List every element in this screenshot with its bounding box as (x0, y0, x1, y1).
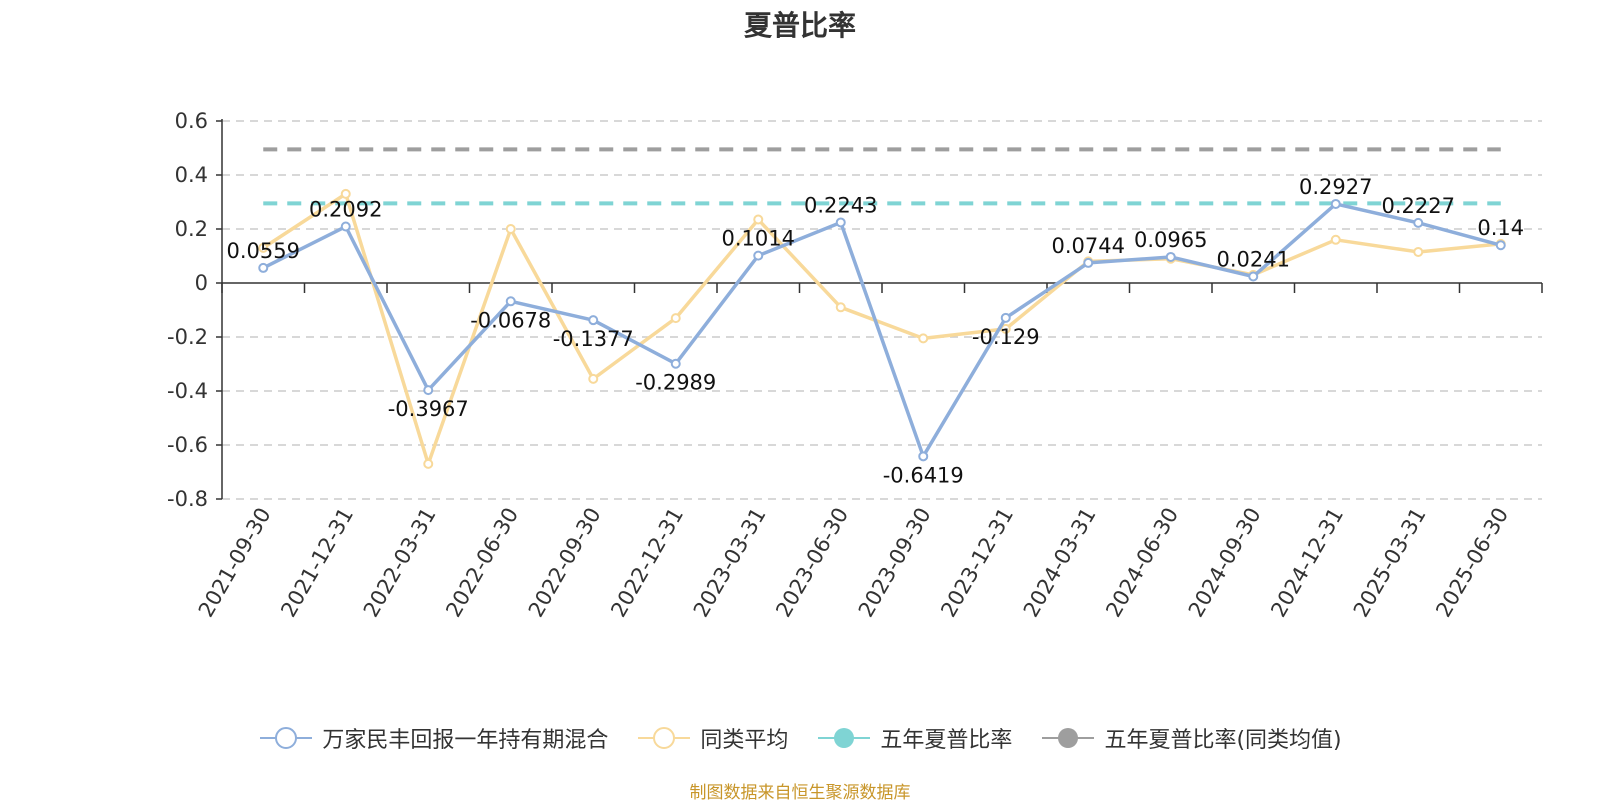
data-label: 0.2927 (1299, 175, 1372, 199)
data-point (1248, 271, 1259, 282)
x-tick-label: 2024-09-30 (1184, 504, 1266, 622)
x-tick-label: 2021-09-30 (194, 504, 276, 622)
data-point (1495, 240, 1506, 251)
data-label: -0.2989 (635, 371, 716, 395)
data-point (1083, 257, 1094, 268)
data-point (918, 451, 929, 462)
legend-line-dot-icon (818, 728, 871, 748)
data-label: -0.6419 (883, 463, 964, 487)
x-tick-label: 2023-06-30 (771, 504, 853, 622)
data-point (340, 221, 351, 232)
y-tick-label: 0.2 (175, 217, 208, 241)
data-labels: 0.0559 0.2092 -0.3967 -0.0678-0.1377-0.2989… (227, 175, 1525, 487)
legend-item-peer-average[interactable]: 同类平均 (636, 722, 788, 754)
data-point (1413, 246, 1424, 257)
data-point (1330, 198, 1341, 209)
legend-label-fund: 万家民丰回报一年持有期混合 (322, 728, 609, 753)
data-label: 0.0965 (1134, 228, 1207, 252)
data-label: 0.0744 (1052, 234, 1125, 258)
data-point (1413, 217, 1424, 228)
legend-label-five-year-sharpe-peer: 五年夏普比率(同类均值) (1104, 728, 1342, 753)
data-point (670, 313, 681, 324)
data-label: 0.2243 (804, 193, 877, 217)
data-label: -0.1377 (553, 327, 634, 351)
x-tick-label: 2022-09-30 (524, 504, 606, 622)
legend-item-fund[interactable]: 万家民丰回报一年持有期混合 (258, 722, 608, 754)
y-tick-label: -0.2 (167, 325, 208, 349)
data-point (753, 250, 764, 261)
x-tick-label: 2022-03-31 (359, 504, 441, 622)
legend-item-five-year-sharpe-peer[interactable]: 五年夏普比率(同类均值) (1040, 722, 1342, 754)
data-label: 0.0241 (1217, 247, 1290, 271)
data-point (1165, 251, 1176, 262)
x-tick-label: 2025-06-30 (1431, 504, 1513, 622)
data-label: 0.2227 (1382, 194, 1455, 218)
data-point (1330, 234, 1341, 245)
y-tick-label: 0.4 (175, 163, 208, 187)
data-point (918, 333, 929, 344)
data-point (588, 373, 599, 384)
data-point (505, 224, 516, 234)
data-point (1000, 323, 1011, 334)
x-tick-label: 2022-06-30 (441, 504, 523, 622)
data-point (1000, 312, 1011, 323)
x-tick-label: 2023-09-30 (854, 504, 936, 622)
data-label: 0.14 (1477, 216, 1524, 240)
x-tick-label: 2023-03-31 (689, 504, 771, 622)
data-point (835, 217, 846, 228)
data-point (505, 296, 516, 307)
x-tick-label: 2022-12-31 (606, 504, 688, 622)
data-point (588, 315, 599, 326)
data-point (423, 458, 434, 469)
legend-line-dot-icon (1042, 728, 1095, 748)
legend-line-circle-icon (260, 727, 313, 749)
data-point (670, 358, 681, 369)
y-tick-label: -0.4 (167, 379, 208, 403)
data-point (258, 262, 269, 273)
data-point (423, 385, 434, 396)
series-line (262, 202, 1502, 459)
series-lines (258, 188, 1506, 469)
y-tick-label: 0 (195, 271, 208, 295)
x-tick-label: 2021-12-31 (276, 504, 358, 622)
data-label: -0.3967 (388, 397, 469, 421)
x-tick-label: 2024-12-31 (1266, 504, 1348, 622)
x-tick-label: 2024-06-30 (1101, 504, 1183, 622)
data-point (835, 302, 846, 313)
data-point (753, 214, 764, 225)
y-tick-label: -0.6 (167, 433, 208, 457)
data-label: -0.129 (972, 325, 1040, 349)
data-source-note: 制图数据来自恒生聚源数据库 (689, 783, 911, 803)
y-tick-label: 0.6 (175, 109, 208, 133)
data-label: 0.2092 (309, 198, 382, 222)
legend: 万家民丰回报一年持有期混合 同类平均 五年夏普比率 五年夏普比率(同类均值) (0, 722, 1600, 754)
series-line (262, 192, 1501, 466)
data-point (258, 242, 269, 253)
legend-line-circle-icon (638, 727, 691, 749)
x-tick-label: 2024-03-31 (1019, 504, 1101, 622)
chart-title: 夏普比率 (743, 9, 856, 42)
x-tick-label: 2023-12-31 (936, 504, 1018, 622)
data-label: -0.0678 (470, 308, 551, 332)
x-tick-label: 2025-03-31 (1349, 504, 1431, 622)
data-label: 0.1014 (722, 227, 795, 251)
legend-label-five-year-sharpe: 五年夏普比率 (880, 728, 1013, 753)
legend-label-peer-average: 同类平均 (700, 728, 789, 753)
legend-item-five-year-sharpe[interactable]: 五年夏普比率 (816, 722, 1012, 754)
data-point (340, 188, 351, 199)
y-tick-label: -0.8 (167, 487, 208, 511)
data-label: 0.0559 (227, 239, 300, 263)
